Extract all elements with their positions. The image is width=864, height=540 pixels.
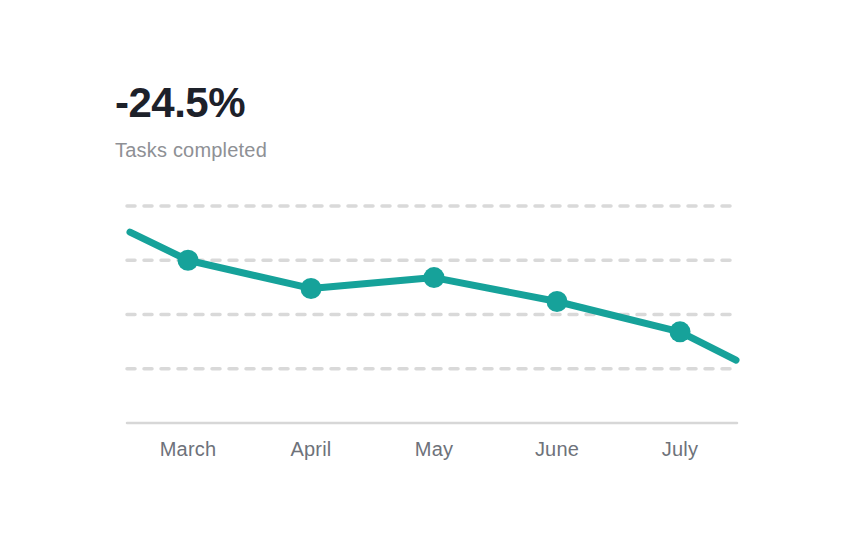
x-axis-label-july: July [662, 438, 698, 461]
x-axis-labels: March April May June July [0, 438, 864, 466]
data-point-may [424, 267, 445, 288]
data-point-april [301, 278, 322, 299]
data-point-march [178, 250, 199, 271]
x-axis-label-may: May [415, 438, 453, 461]
x-axis-label-march: March [160, 438, 217, 461]
x-axis-label-june: June [535, 438, 579, 461]
data-point-june [547, 291, 568, 312]
data-point-july [670, 321, 691, 342]
tasks-completed-card: -24.5% Tasks completed MarchAprilMayJune… [0, 0, 864, 540]
series-line [130, 232, 736, 360]
x-axis-label-april: April [290, 438, 331, 461]
